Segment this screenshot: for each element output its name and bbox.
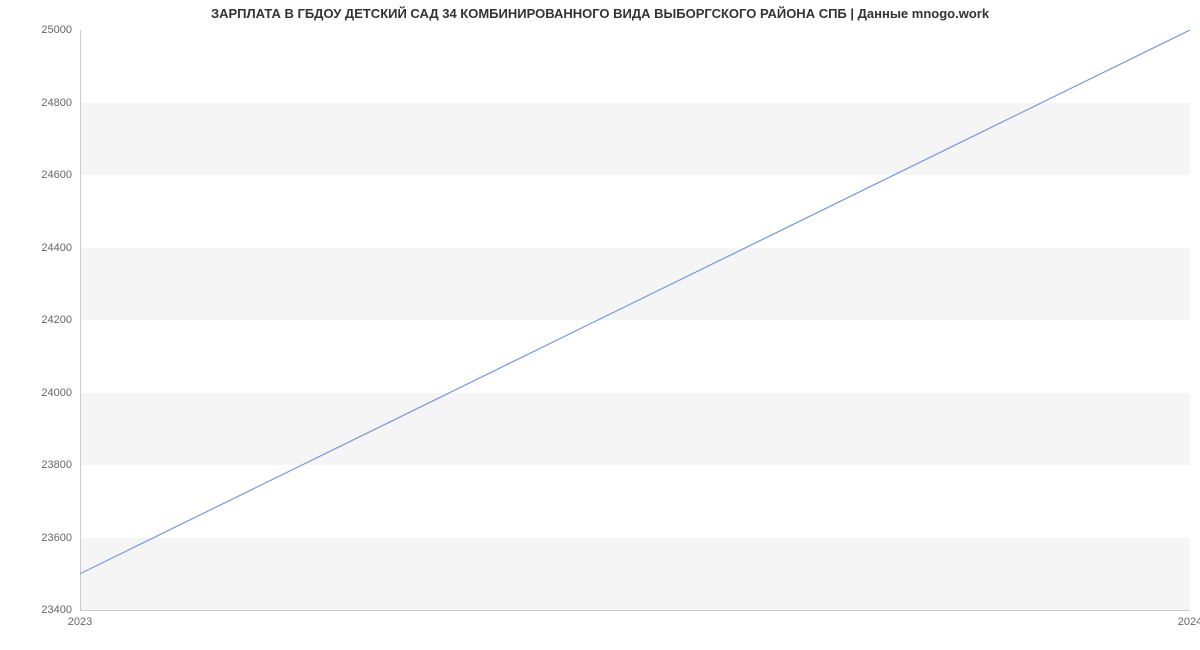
y-tick-label: 24800 [0,97,72,109]
salary-line-chart: ЗАРПЛАТА В ГБДОУ ДЕТСКИЙ САД 34 КОМБИНИР… [0,0,1200,650]
series-line [80,30,1190,610]
x-axis-line [80,610,1190,611]
chart-title: ЗАРПЛАТА В ГБДОУ ДЕТСКИЙ САД 34 КОМБИНИР… [0,6,1200,21]
y-tick-label: 24200 [0,314,72,326]
y-tick-label: 24000 [0,387,72,399]
y-tick-label: 24600 [0,169,72,181]
y-tick-label: 25000 [0,24,72,36]
y-tick-label: 23600 [0,532,72,544]
plot-area [80,30,1190,610]
y-tick-label: 23400 [0,604,72,616]
x-tick-label: 2023 [68,616,92,628]
x-tick-label: 2024 [1178,616,1200,628]
y-tick-label: 24400 [0,242,72,254]
y-tick-label: 23800 [0,459,72,471]
